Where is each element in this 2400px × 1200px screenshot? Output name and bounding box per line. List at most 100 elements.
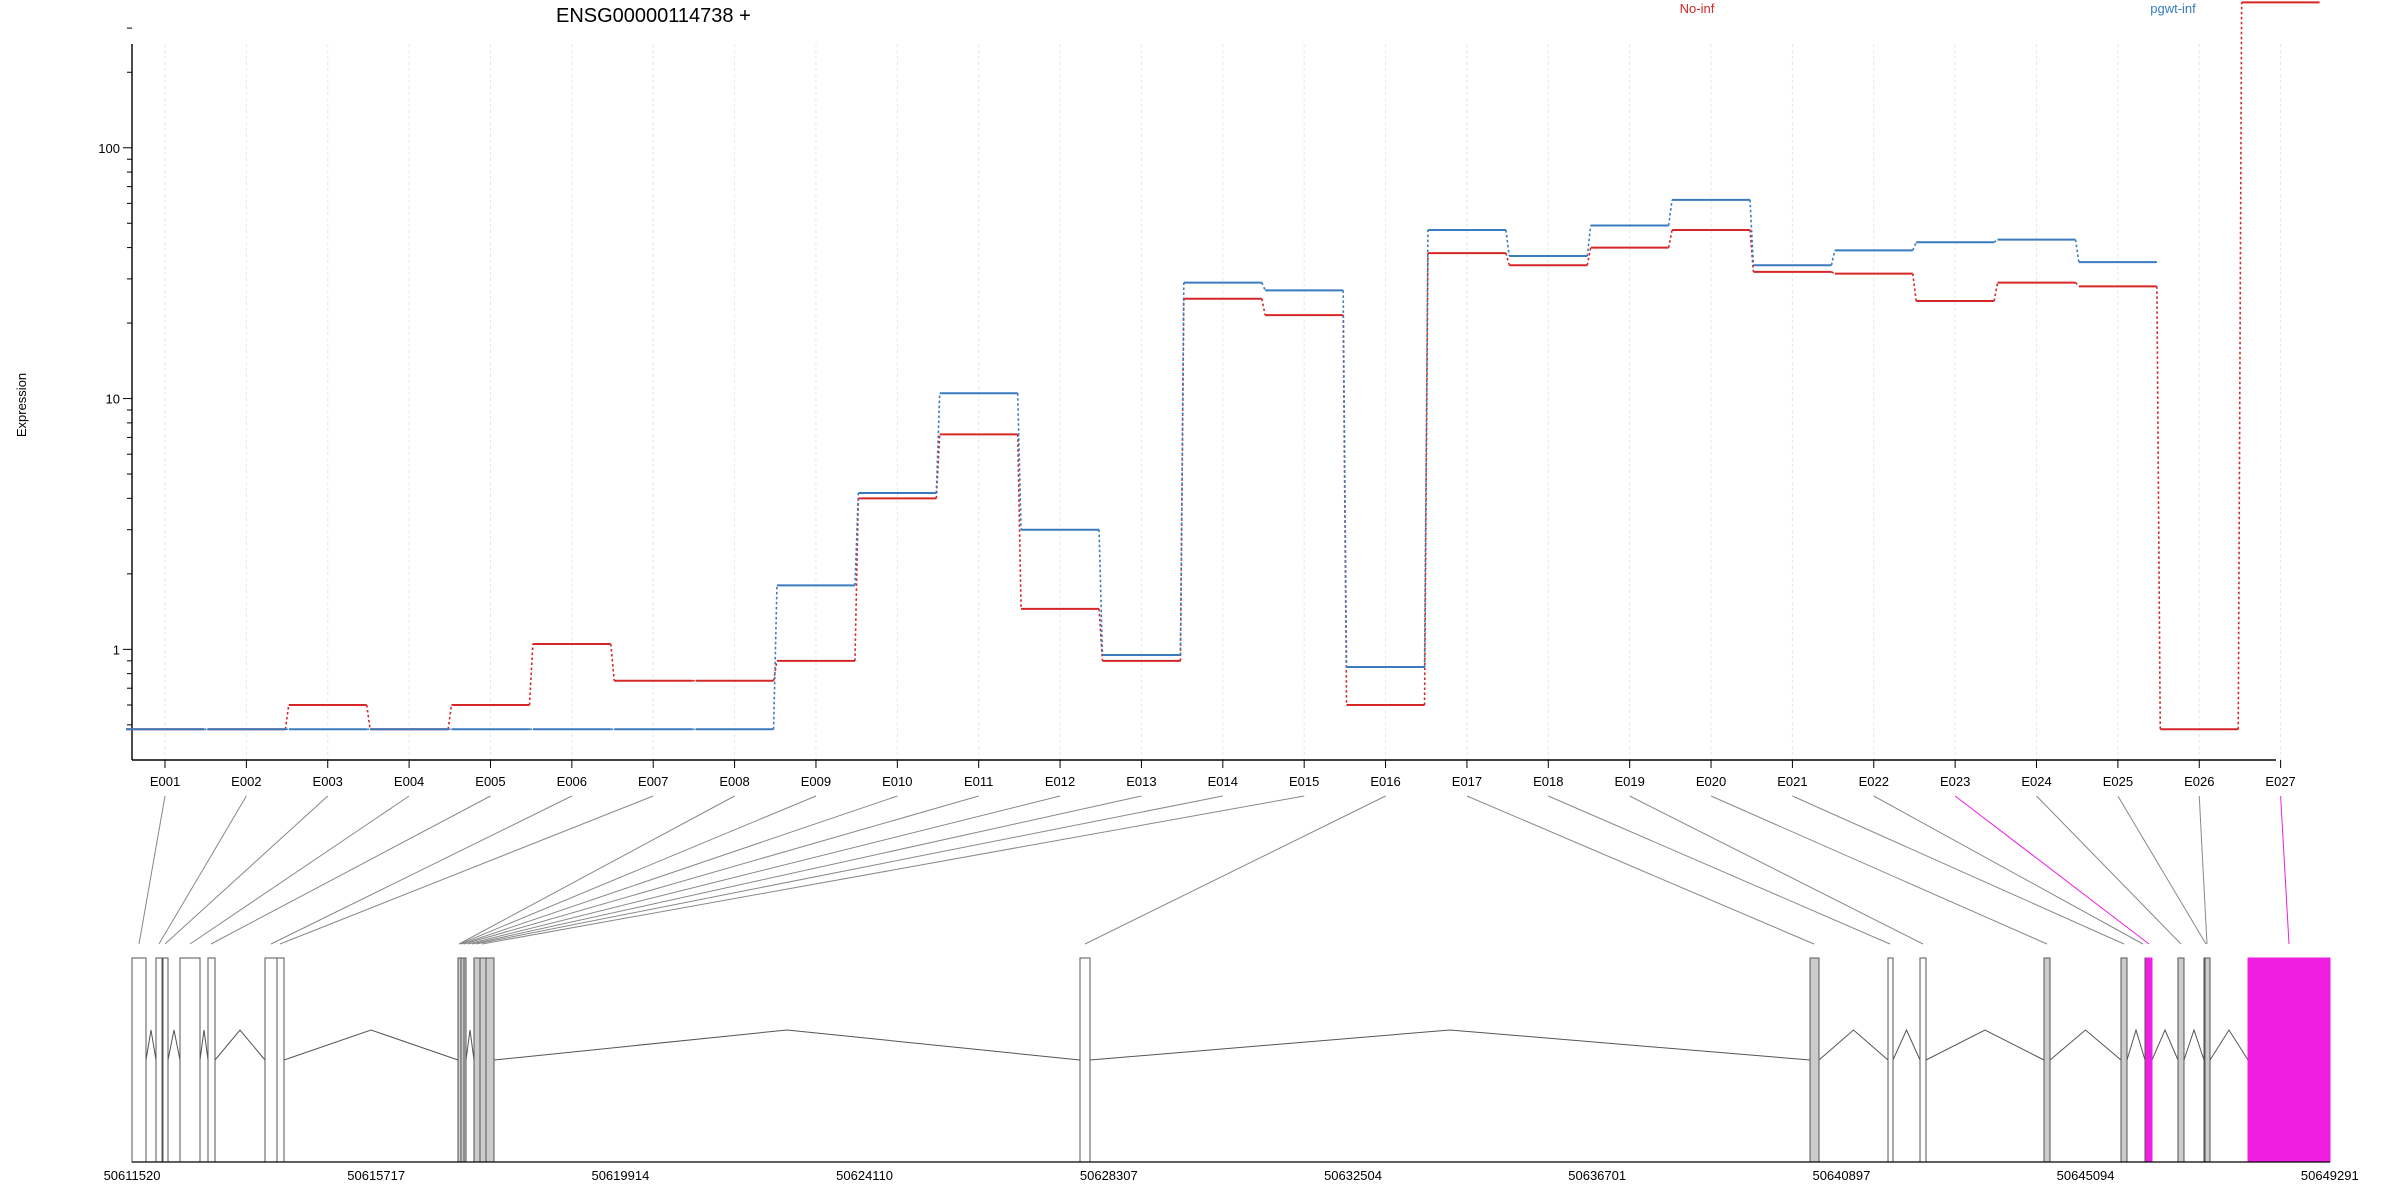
series-connector [1261, 298, 1266, 316]
series-connector [1098, 608, 1104, 661]
y-tick-label: 100 [98, 141, 120, 156]
intron-line [465, 1029, 475, 1061]
x-tick-label-e018: E018 [1533, 774, 1563, 789]
connector-e022 [1873, 795, 2144, 945]
coordinate-tick-label: 50611520 [104, 1168, 161, 1183]
connector-e003 [164, 795, 329, 945]
series-connector [854, 498, 860, 661]
series-connector [1667, 229, 1673, 248]
x-tick-label-e008: E008 [719, 774, 749, 789]
y-ticks: 1 10 100 [98, 27, 132, 726]
grid-lines [164, 44, 2282, 760]
series-connector [1586, 247, 1592, 266]
connector-e024 [2036, 795, 2182, 945]
intron-line [283, 1029, 459, 1061]
series-pgwt-inf [126, 198, 2157, 731]
series-connector [2156, 286, 2162, 730]
exon-box-e002 [155, 957, 163, 1163]
x-tick-label-e015: E015 [1289, 774, 1319, 789]
legend-pgwt-inf: pgwt-inf [2150, 1, 2196, 16]
x-tick-label-e012: E012 [1045, 774, 1075, 789]
series-connector [1830, 250, 1836, 266]
intron-line [1818, 1029, 1889, 1061]
coordinate-tick-label: 50636701 [1568, 1168, 1626, 1183]
connector-e027 [2280, 795, 2290, 945]
intron-line [493, 1029, 1081, 1061]
x-tick-label-e023: E023 [1940, 774, 1970, 789]
intron-line [199, 1029, 209, 1061]
x-tick-label-e024: E024 [2021, 774, 2051, 789]
exon-box-e018 [1887, 957, 1894, 1163]
x-tick-label-e004: E004 [394, 774, 424, 789]
series-connector [1505, 252, 1511, 266]
intron-line [2151, 1028, 2179, 1061]
coordinate-tick-label: 50632504 [1324, 1168, 1382, 1183]
series-connector [1261, 282, 1266, 291]
x-tick-label-e020: E020 [1696, 774, 1726, 789]
series-connector [1831, 271, 1836, 275]
series-connector [1586, 225, 1592, 257]
series-connector [1993, 239, 1998, 243]
x-tick-label-e006: E006 [557, 774, 587, 789]
intron-line [167, 1029, 181, 1061]
x-tick-label-e014: E014 [1208, 774, 1238, 789]
series-connector [854, 493, 860, 586]
series-connector [2074, 239, 2080, 263]
connector-e026 [2198, 795, 2208, 945]
exon-box-e006 [264, 957, 278, 1163]
exon-box-e026 [2204, 957, 2211, 1163]
series-connector [2237, 2, 2243, 730]
x-tick-label-e001: E001 [150, 774, 180, 789]
connector-e021 [1792, 795, 2125, 945]
x-tick-label-e021: E021 [1777, 774, 1807, 789]
series-connector [1667, 199, 1673, 226]
connector-e013 [471, 795, 1142, 945]
series-connector [610, 643, 616, 681]
exon-box-e011 [473, 957, 481, 1163]
series-connector [1993, 282, 1999, 302]
y-axis-label: Expression [14, 373, 29, 437]
connector-e025 [2117, 795, 2207, 945]
connector-e020 [1710, 795, 2048, 945]
x-tick-label-e002: E002 [231, 774, 261, 789]
connector-e008 [458, 795, 735, 945]
series-connector [935, 393, 941, 494]
x-tick-label-e017: E017 [1452, 774, 1482, 789]
exon-box-e023 [2145, 957, 2153, 1163]
connector-e005 [210, 795, 491, 945]
connector-e007 [279, 795, 654, 945]
series-connector [1749, 199, 1755, 266]
intron-line [2126, 1028, 2146, 1061]
x-tick-label-e009: E009 [801, 774, 831, 789]
connector-e010 [461, 795, 898, 945]
exon-box-e003 [162, 957, 169, 1163]
intron-line [1892, 1028, 1921, 1061]
exon-box-e001 [131, 957, 147, 1163]
exon-box-e005 [207, 957, 216, 1163]
legend-no-inf: No-inf [1680, 1, 1715, 16]
series-lines [126, 1, 2320, 731]
series-connector [284, 704, 290, 730]
coordinate-tick-label: 50628307 [1080, 1168, 1138, 1183]
coordinate-tick-label: 50615717 [347, 1168, 405, 1183]
series-connector [528, 644, 534, 706]
connector-e015 [481, 795, 1305, 945]
y-tick-label: 1 [113, 642, 120, 657]
connector-e002 [158, 795, 247, 945]
coordinate-tick-label: 50640897 [1812, 1168, 1870, 1183]
exon-box-e020 [2043, 957, 2051, 1163]
x-tick-label-e003: E003 [313, 774, 343, 789]
x-tick-label-e022: E022 [1859, 774, 1889, 789]
intron-line [2049, 1029, 2122, 1061]
series-connector [772, 660, 778, 681]
exon-box-e017 [1809, 957, 1820, 1163]
y-tick-label: 10 [106, 392, 120, 407]
connector-e004 [189, 795, 410, 945]
intron-line [2183, 1028, 2205, 1061]
exon-box-e016 [1079, 957, 1091, 1163]
connector-e009 [459, 795, 817, 945]
exon-box-e021 [2120, 957, 2128, 1163]
exon-box-e013 [485, 957, 495, 1163]
exon-box-e007 [276, 957, 285, 1163]
